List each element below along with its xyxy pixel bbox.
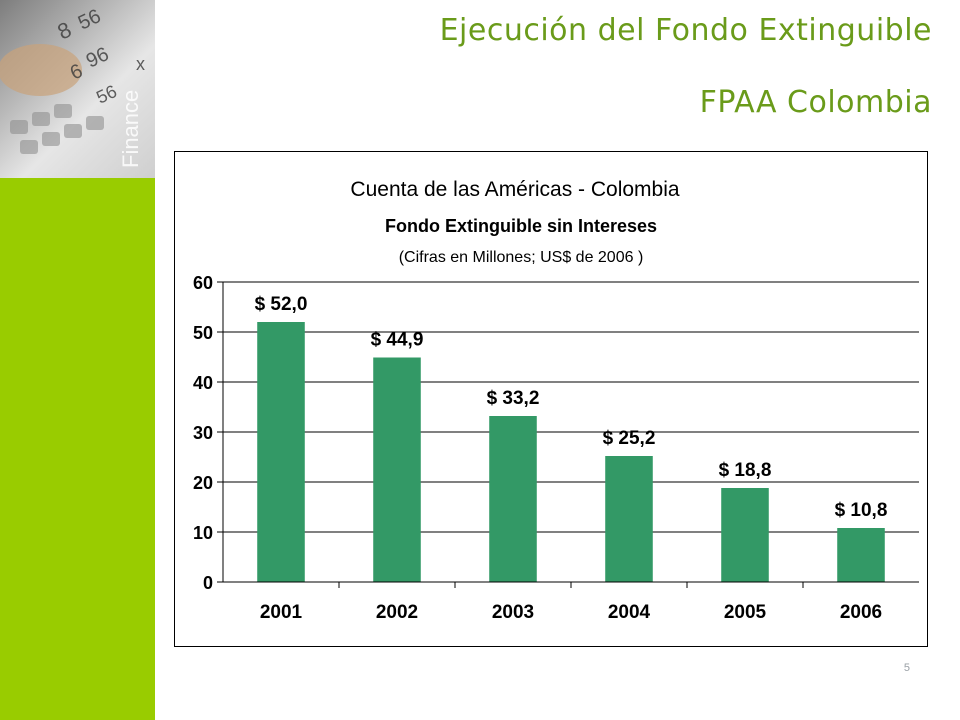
slide-title-line2: FPAA Colombia [699,85,932,120]
bar-chart: Cuenta de las Américas - Colombia Fondo … [193,178,919,623]
x-tick-label-2004: 2004 [608,602,651,623]
hand-shape [0,44,82,96]
chart-title: Cuenta de las Américas - Colombia [350,178,679,201]
data-label-2003: $ 33,2 [487,388,540,409]
x-tick-label-2006: 2006 [840,602,882,623]
bar-2001 [257,322,305,582]
photo-digit: 8 [54,17,76,45]
x-tick-label-2002: 2002 [376,602,418,623]
slide-title-line1: Ejecución del Fondo Extinguible [439,13,932,48]
finance-photo-decoration: 8 56 x 6 96 56 Finance [0,0,155,178]
chart-frame: Cuenta de las Américas - Colombia Fondo … [174,151,928,647]
bar-2004 [605,456,653,582]
gridlines [223,281,919,533]
chart-subtitle: Fondo Extinguible sin Intereses [385,216,657,236]
chart-units-note: (Cifras en Millones; US$ de 2006 ) [399,249,644,266]
photo-finance-word: Finance [118,90,143,168]
data-label-2006: $ 10,8 [835,500,888,521]
photo-digit: 56 [75,5,104,34]
bar-2006 [837,528,885,582]
bar-2005 [721,488,769,582]
bars [257,322,885,582]
y-tick-label: 0 [203,573,213,593]
data-labels: $ 52,0 $ 44,9 $ 33,2 $ 25,2 $ 18,8 $ 10,8 [255,294,888,521]
finance-photo-svg: 8 56 x 6 96 56 Finance [0,5,145,168]
y-tick-label: 50 [193,323,213,343]
y-tick-label: 60 [193,273,213,293]
bar-2003 [489,416,537,582]
data-label-2004: $ 25,2 [603,428,656,449]
y-tick-label: 10 [193,523,213,543]
y-tick-label: 40 [193,373,213,393]
page-number: 5 [903,662,910,674]
data-label-2005: $ 18,8 [719,460,772,481]
x-tick-label-2003: 2003 [492,602,534,623]
bar-2002 [373,357,421,582]
slide-title: Ejecución del Fondo Extinguible FPAA Col… [292,10,932,124]
keyboard-keys [10,104,104,154]
photo-digit: 56 [93,81,120,108]
x-tick-label-2001: 2001 [260,602,303,623]
axes: 0 10 20 30 40 50 60 2001 2002 2003 2004 2005 2006 [193,273,919,623]
x-tick-label-2005: 2005 [724,602,767,623]
photo-digit: 96 [83,43,112,72]
y-tick-label: 30 [193,423,213,443]
data-label-2001: $ 52,0 [255,294,308,315]
photo-digit: x [136,54,145,74]
y-tick-label: 20 [193,473,213,493]
data-label-2002: $ 44,9 [371,330,424,351]
